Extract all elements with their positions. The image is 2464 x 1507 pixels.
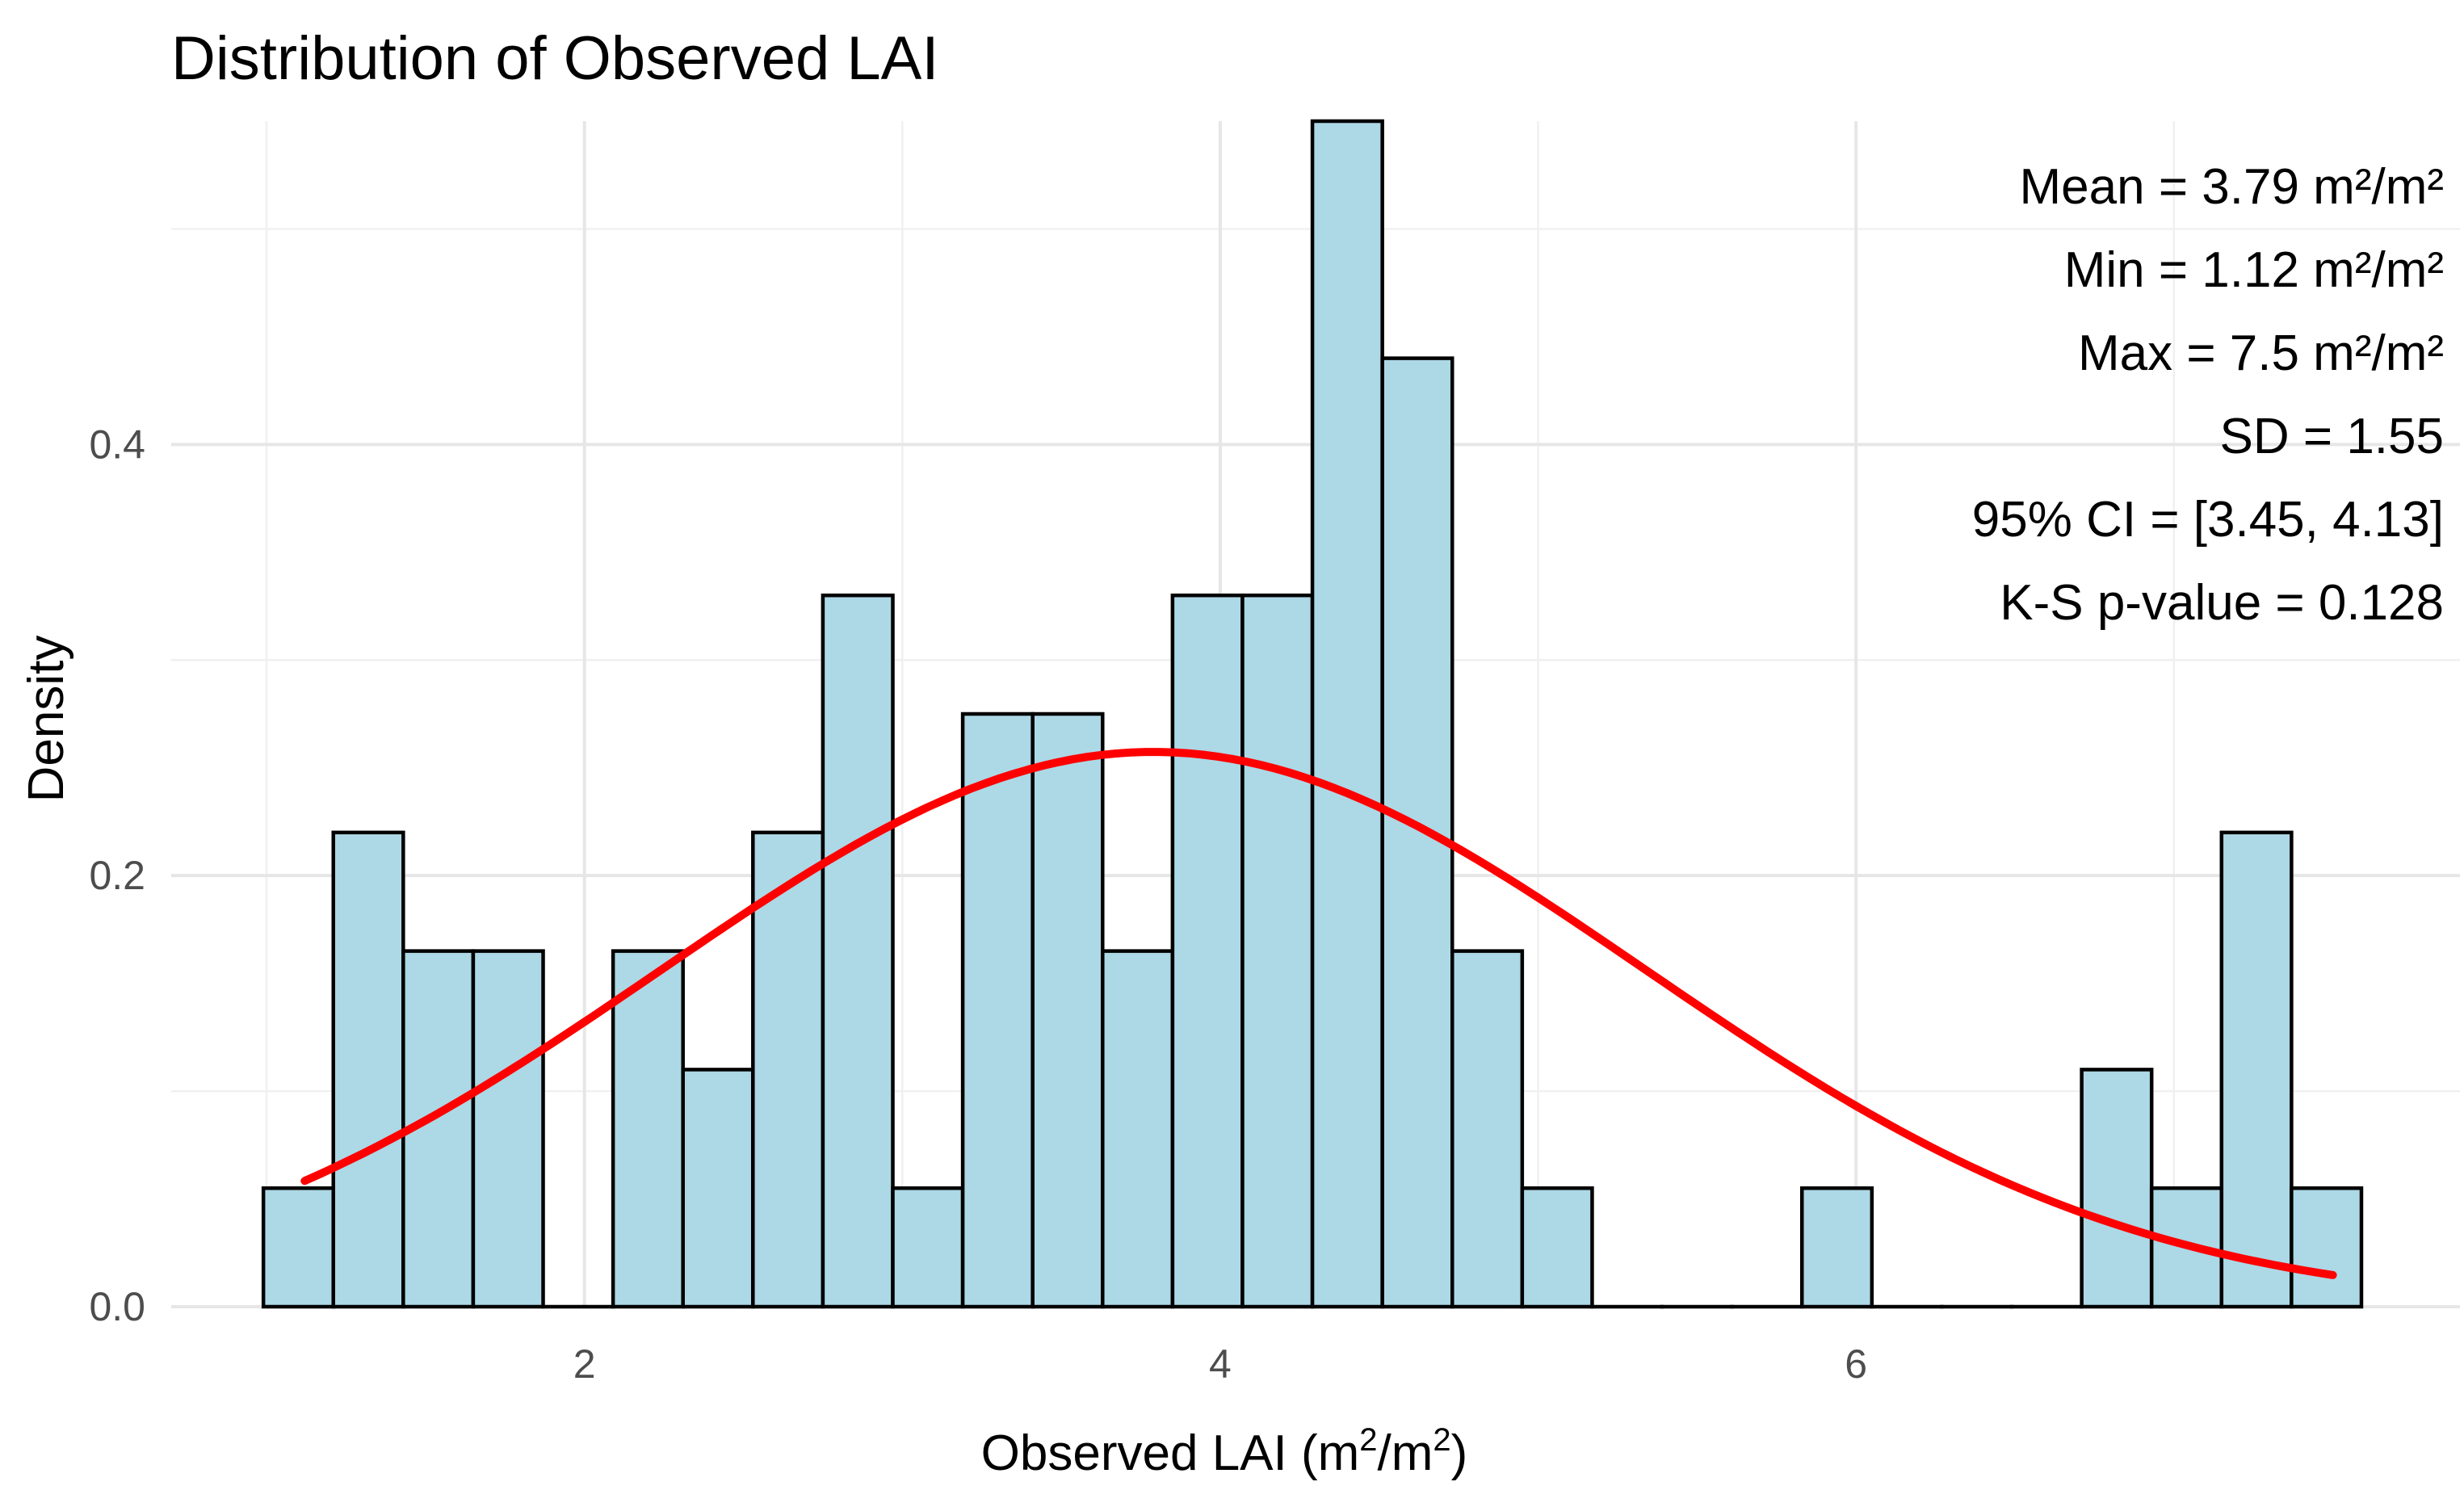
histogram-bar — [471, 949, 545, 1309]
histogram-bar — [1310, 119, 1384, 1309]
histogram-bar — [681, 1068, 755, 1309]
y-tick-label: 0.2 — [89, 853, 145, 898]
histogram-bar — [611, 949, 685, 1309]
histogram-bar — [1450, 949, 1525, 1309]
stat-annotation: Mean = 3.79 m²/m² — [2020, 159, 2444, 215]
x-tick-label: 4 — [1209, 1341, 1232, 1387]
stat-annotation: 95% CI = [3.45, 4.13] — [1972, 492, 2444, 548]
stat-annotation: Max = 7.5 m²/m² — [2078, 325, 2444, 381]
histogram-bar — [1101, 949, 1175, 1309]
histogram-bar — [2080, 1068, 2154, 1309]
stat-annotation: SD = 1.55 — [2220, 409, 2444, 464]
x-axis-label-exp-2: 2 — [1433, 1422, 1450, 1458]
x-axis-label-close: ) — [1451, 1425, 1468, 1481]
x-axis-label-text: Observed LAI (m — [981, 1425, 1360, 1481]
y-axis-ticks: 0.0 0.2 0.4 — [89, 422, 145, 1329]
histogram-bar — [2219, 830, 2294, 1309]
x-axis-label-exp-1: 2 — [1359, 1422, 1377, 1458]
statistics-annotations: Mean = 3.79 m²/m² Min = 1.12 m²/m² Max = 7… — [1972, 159, 2444, 631]
x-axis-label: Observed LAI (m2/m2) — [981, 1422, 1468, 1481]
histogram-bar — [821, 593, 895, 1309]
histogram-bar — [1380, 356, 1454, 1309]
x-tick-label: 6 — [1845, 1341, 1867, 1387]
y-tick-label: 0.4 — [89, 422, 145, 467]
histogram-bar — [891, 1186, 965, 1309]
stat-annotation: K-S p-value = 0.128 — [2000, 575, 2444, 631]
chart-title: Distribution of Observed LAI — [171, 24, 938, 93]
y-tick-label: 0.0 — [89, 1284, 145, 1329]
normal-density-curve — [300, 748, 2337, 1279]
histogram-bar — [960, 712, 1035, 1309]
histogram-bar — [331, 830, 405, 1309]
histogram-bar — [1031, 712, 1105, 1309]
histogram-bars — [261, 119, 2364, 1309]
histogram-bar — [261, 1186, 335, 1309]
histogram-bar — [2290, 1186, 2364, 1309]
stat-annotation: Min = 1.12 m²/m² — [2064, 242, 2444, 298]
histogram-bar — [1170, 593, 1245, 1309]
histogram-bar — [751, 830, 825, 1309]
y-axis-label: Density — [19, 636, 74, 803]
x-axis-label-mid: /m — [1378, 1425, 1433, 1481]
x-tick-label: 2 — [573, 1341, 596, 1387]
histogram-bar — [1240, 593, 1315, 1309]
x-axis-ticks: 2 4 6 — [573, 1341, 1867, 1387]
histogram-bar — [1520, 1186, 1594, 1309]
histogram-bar — [1799, 1186, 1874, 1309]
